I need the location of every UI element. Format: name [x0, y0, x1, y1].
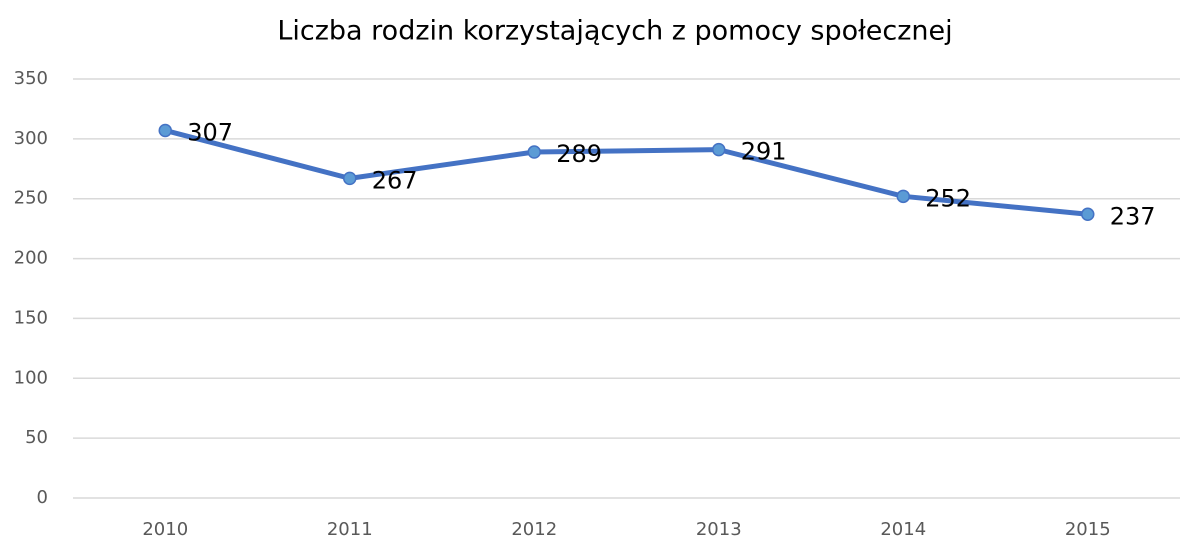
y-tick-label: 150: [14, 307, 48, 328]
y-tick-label: 300: [14, 128, 48, 149]
y-tick-label: 350: [14, 68, 48, 89]
y-tick-label: 200: [14, 248, 48, 269]
marker: [343, 171, 357, 186]
x-tick-label: 2014: [880, 519, 926, 540]
y-tick-label: 0: [37, 487, 48, 508]
data-label: 267: [372, 166, 418, 194]
x-tick-label: 2010: [142, 519, 188, 540]
x-tick-label: 2012: [511, 519, 557, 540]
x-tick-label: 2013: [696, 519, 742, 540]
marker: [527, 145, 541, 159]
y-tick-label: 100: [14, 367, 48, 388]
data-label: 252: [925, 184, 971, 212]
data-label: 237: [1110, 202, 1156, 230]
y-tick-label: 50: [25, 427, 48, 448]
x-tick-label: 2015: [1065, 519, 1111, 540]
marker: [896, 189, 910, 204]
data-label: 307: [187, 118, 233, 146]
data-label: 291: [741, 138, 787, 166]
data-label: 289: [556, 140, 602, 168]
marker: [158, 123, 172, 138]
y-tick-label: 250: [14, 188, 48, 209]
chart-title: Liczba rodzin korzystających z pomocy sp…: [277, 16, 952, 47]
line: [164, 128, 1088, 217]
marker: [712, 142, 726, 157]
marker: [1081, 207, 1095, 222]
x-tick-label: 2011: [327, 519, 373, 540]
